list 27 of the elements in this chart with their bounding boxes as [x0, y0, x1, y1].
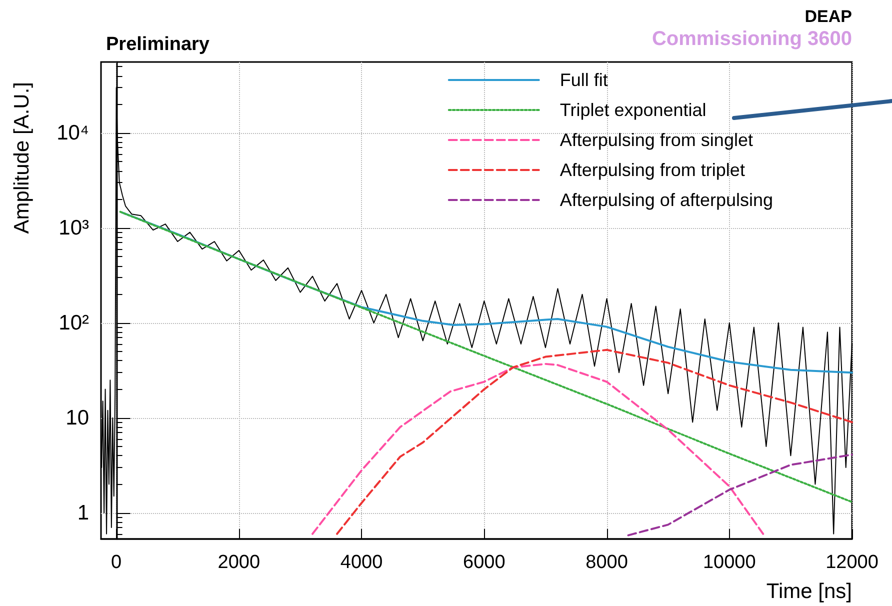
y-axis-title: Amplitude [A.U.] [10, 82, 34, 234]
x-tick-label: 12000 [826, 552, 878, 573]
chart-title: Preliminary [106, 34, 210, 55]
line-series [312, 362, 764, 535]
line-series [121, 212, 853, 374]
y-tick-label: 10² [58, 311, 89, 334]
x-tick-label: 10000 [702, 552, 756, 573]
x-tick-label: 4000 [340, 552, 383, 573]
x-tick-label: 6000 [463, 552, 506, 573]
legend-label: Afterpulsing from triplet [560, 160, 745, 180]
x-tick-label: 0 [111, 552, 122, 573]
legend-label: Afterpulsing of afterpulsing [560, 190, 774, 210]
text: DEAP [804, 7, 852, 26]
legend-label: Triplet exponential [560, 100, 706, 120]
legend-label: Afterpulsing from singlet [560, 130, 753, 150]
line-series [119, 210, 853, 504]
x-axis-title: Time [ns] [766, 580, 852, 603]
legend-label: Full fit [560, 70, 608, 90]
line-series [336, 348, 853, 535]
y-tick-label: 1 [77, 501, 89, 524]
text: Commissioning 3600 [652, 28, 852, 50]
y-tick-label: 10 [66, 406, 89, 430]
line-series [627, 454, 853, 536]
y-tick-label: 10³ [58, 216, 89, 240]
x-tick-label: 8000 [586, 552, 628, 573]
y-tick-label: 10⁴ [56, 122, 89, 145]
x-tick-label: 2000 [218, 552, 260, 573]
